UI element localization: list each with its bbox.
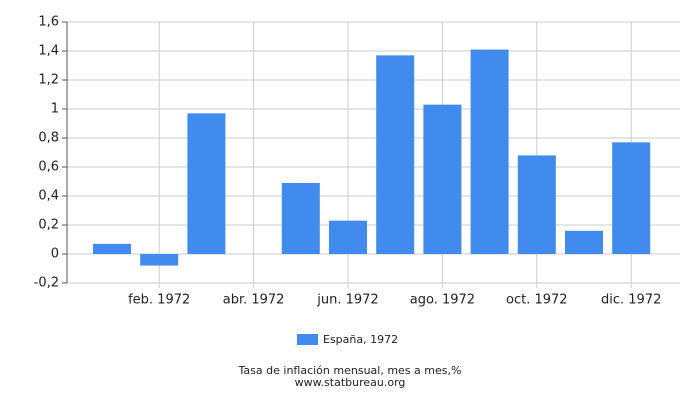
y-tick-label: 0 bbox=[51, 247, 59, 262]
y-tick-label: 0,8 bbox=[38, 131, 59, 146]
caption: Tasa de inflación mensual, mes a mes,% bbox=[238, 364, 462, 377]
y-tick-label: 1 bbox=[51, 102, 59, 117]
bar bbox=[376, 55, 415, 254]
bar bbox=[565, 230, 603, 254]
bar bbox=[140, 254, 179, 266]
bar bbox=[423, 104, 462, 255]
x-tick-label: ago. 1972 bbox=[410, 293, 475, 308]
y-tick-label: 1,6 bbox=[38, 15, 59, 30]
bar bbox=[612, 142, 651, 254]
legend-label: España, 1972 bbox=[323, 333, 398, 346]
bar bbox=[281, 182, 320, 254]
y-tick-label: 0,6 bbox=[38, 160, 59, 175]
y-tick-label: 1,4 bbox=[38, 44, 59, 59]
y-tick-label: 0,2 bbox=[38, 218, 59, 233]
x-tick-label: dic. 1972 bbox=[601, 293, 661, 308]
bar bbox=[517, 155, 556, 254]
bar bbox=[329, 220, 367, 254]
y-tick-label: 1,2 bbox=[38, 73, 59, 88]
x-tick-label: jun. 1972 bbox=[316, 293, 378, 308]
y-tick-label: -0,2 bbox=[34, 276, 59, 291]
y-tick-label: 0,4 bbox=[38, 189, 59, 204]
source: www.statbureau.org bbox=[295, 376, 406, 389]
bar bbox=[187, 113, 226, 254]
bar bbox=[470, 49, 509, 254]
x-tick-label: oct. 1972 bbox=[506, 293, 568, 308]
x-tick-label: feb. 1972 bbox=[128, 293, 190, 308]
bar bbox=[93, 243, 131, 254]
legend-swatch bbox=[297, 334, 318, 345]
x-tick-label: abr. 1972 bbox=[223, 293, 285, 308]
